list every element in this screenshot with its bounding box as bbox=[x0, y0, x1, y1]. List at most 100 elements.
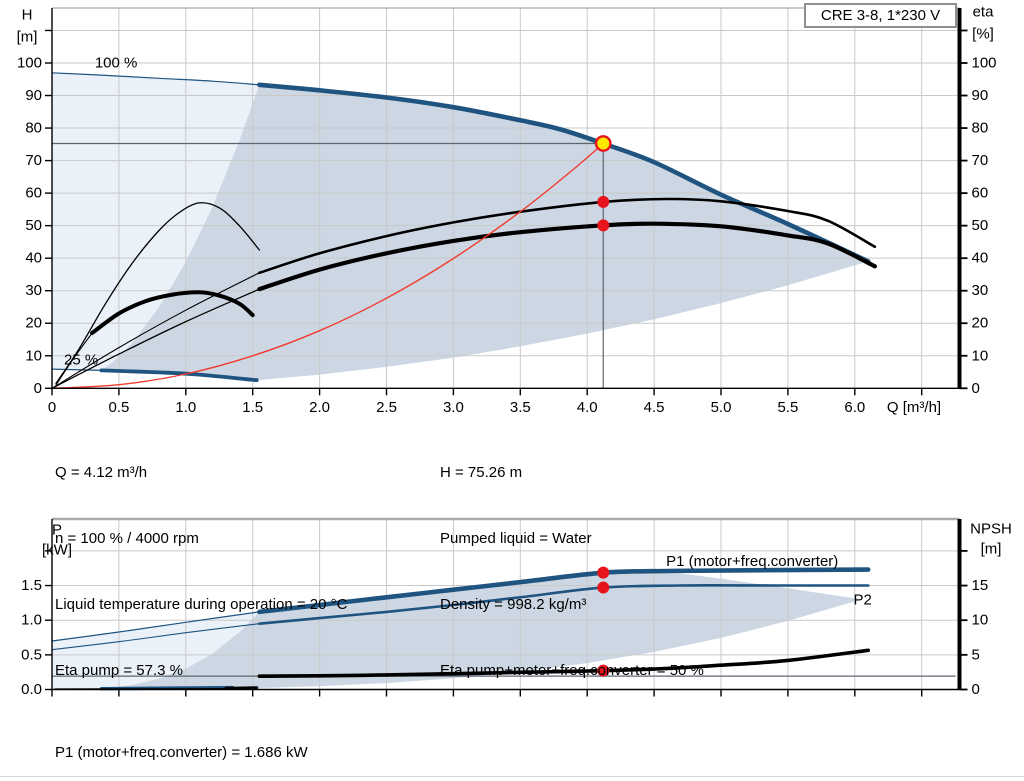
info-line-density: Density = 998.2 kg/m³ bbox=[440, 596, 587, 613]
curve-label: P2 bbox=[853, 592, 871, 609]
right-tick-label: 10 bbox=[972, 612, 989, 629]
pump-curve-100-thin bbox=[51, 72, 260, 86]
info-line-head: H = 75.26 m bbox=[440, 464, 523, 481]
eta-total-25-thin bbox=[55, 332, 93, 386]
x-tick-label: 0.5 bbox=[108, 399, 129, 416]
bot-chart: 0.0 0.5 1.0 1.5 0 5 10 15 P [kW] NPSH [m] P1 (motor+… bbox=[21, 517, 1012, 698]
x-tick-label: 0 bbox=[48, 399, 56, 416]
p1-thin bbox=[51, 611, 260, 642]
eta-total-thin bbox=[51, 288, 261, 389]
eta-pump-25 bbox=[55, 202, 261, 385]
duty-marker bbox=[597, 195, 610, 208]
speed-envelope-pale bbox=[52, 72, 260, 372]
x-tick-label: 5.0 bbox=[711, 399, 732, 416]
operating-data-right: H = 75.26 m Pumped liquid = Water Densit… bbox=[440, 418, 704, 726]
eta-total-25-bold bbox=[90, 290, 255, 335]
duty-marker bbox=[597, 581, 610, 594]
x-tick-label: 4.5 bbox=[644, 399, 665, 416]
right-axis-unit: [m] bbox=[981, 541, 1002, 558]
curve-label: P1 (motor+freq.converter) bbox=[666, 553, 838, 570]
right-tick-label: 5 bbox=[972, 646, 980, 663]
npsh-25-bold bbox=[224, 686, 259, 690]
x-tick-label: 2.0 bbox=[309, 399, 330, 416]
left-tick-label: 70 bbox=[25, 152, 42, 169]
right-tick-label: 0 bbox=[972, 380, 980, 397]
left-tick-label: 30 bbox=[25, 282, 42, 299]
left-axis-title: H bbox=[22, 7, 33, 24]
right-tick-label: 15 bbox=[972, 577, 989, 594]
speed-envelope-dark bbox=[101, 84, 869, 381]
left-tick-label: 1.5 bbox=[21, 577, 42, 594]
info-line-p1: P1 (motor+freq.converter) = 1.686 kW bbox=[55, 744, 308, 761]
bottom-divider bbox=[0, 776, 1024, 777]
x-tick-label: 4.0 bbox=[577, 399, 598, 416]
power-envelope-dark bbox=[101, 571, 862, 690]
pump-curve-25-thin bbox=[51, 368, 103, 371]
power-data: P1 (motor+freq.converter) = 1.686 kW P2 … bbox=[55, 698, 308, 781]
info-line-flow: Q = 4.12 m³/h bbox=[55, 464, 148, 481]
npsh-bold bbox=[257, 648, 870, 678]
info-line-speed: n = 100 % / 4000 rpm bbox=[55, 530, 199, 547]
left-tick-label: 10 bbox=[25, 347, 42, 364]
left-axis-title: P bbox=[52, 522, 62, 539]
left-axis-unit: [kW] bbox=[42, 542, 72, 559]
left-tick-label: 100 bbox=[17, 55, 42, 72]
info-line-temperature: Liquid temperature during operation = 20… bbox=[55, 596, 348, 613]
right-tick-label: 70 bbox=[972, 152, 989, 169]
right-axis-unit: [%] bbox=[972, 26, 994, 43]
left-tick-label: 40 bbox=[25, 250, 42, 267]
left-tick-label: 0.0 bbox=[21, 681, 42, 698]
right-tick-label: 30 bbox=[972, 282, 989, 299]
x-tick-label: 1.5 bbox=[242, 399, 263, 416]
left-tick-label: 1.0 bbox=[21, 612, 42, 629]
info-line-eta-pump: Eta pump = 57.3 % bbox=[55, 662, 183, 679]
pump-model-badge: CRE 3-8, 1*230 V bbox=[804, 3, 957, 28]
power-envelope-pale bbox=[52, 611, 260, 689]
p2-thin bbox=[51, 623, 260, 651]
right-tick-label: 40 bbox=[972, 250, 989, 267]
p2-bold bbox=[258, 584, 870, 625]
left-tick-label: 0 bbox=[34, 380, 42, 397]
left-tick-label: 60 bbox=[25, 185, 42, 202]
duty-marker bbox=[597, 664, 610, 677]
left-tick-label: 20 bbox=[25, 315, 42, 332]
right-axis-title: eta bbox=[973, 4, 995, 21]
eta-pump-thin bbox=[51, 272, 260, 389]
duty-marker bbox=[597, 566, 610, 579]
x-tick-label: 1.0 bbox=[175, 399, 196, 416]
left-tick-label: 90 bbox=[25, 87, 42, 104]
right-tick-label: 100 bbox=[972, 55, 997, 72]
top-chart: 0 10 20 30 40 50 60 70 80 90 100 0 10 20 30 40 50 60 70 80 9… bbox=[17, 4, 997, 416]
x-tick-label: 3.0 bbox=[443, 399, 464, 416]
right-tick-label: 10 bbox=[972, 347, 989, 364]
duty-marker bbox=[597, 219, 610, 232]
info-line-liquid: Pumped liquid = Water bbox=[440, 530, 592, 547]
left-axis-unit: [m] bbox=[17, 29, 38, 46]
right-tick-label: 20 bbox=[972, 315, 989, 332]
left-tick-label: 50 bbox=[25, 217, 42, 234]
right-tick-label: 60 bbox=[972, 185, 989, 202]
curve-label: 25 % bbox=[64, 351, 98, 368]
pump-curve-25-bold bbox=[99, 368, 259, 383]
right-tick-label: 50 bbox=[972, 217, 989, 234]
pump-curve-100-bold bbox=[257, 82, 871, 264]
right-axis-title: NPSH bbox=[970, 521, 1012, 538]
info-line-eta-total: Eta pump+motor+freq.converter = 50 % bbox=[440, 662, 704, 679]
curve-label: 100 % bbox=[95, 55, 138, 72]
right-tick-label: 90 bbox=[972, 87, 989, 104]
x-tick-label: 3.5 bbox=[510, 399, 531, 416]
operating-data-left: Q = 4.12 m³/h n = 100 % / 4000 rpm Liqui… bbox=[55, 418, 347, 726]
p1-bold bbox=[257, 567, 871, 615]
x-tick-label: 6.0 bbox=[844, 399, 865, 416]
left-tick-label: 80 bbox=[25, 120, 42, 137]
left-tick-label: 0.5 bbox=[21, 646, 42, 663]
x-axis-title: Q [m³/h] bbox=[887, 399, 941, 416]
system-curve bbox=[51, 142, 604, 389]
pump-model-label: CRE 3-8, 1*230 V bbox=[820, 7, 941, 24]
right-tick-label: 0 bbox=[972, 681, 980, 698]
operating-point[interactable] bbox=[594, 135, 612, 152]
x-tick-label: 2.5 bbox=[376, 399, 397, 416]
right-tick-label: 80 bbox=[972, 120, 989, 137]
